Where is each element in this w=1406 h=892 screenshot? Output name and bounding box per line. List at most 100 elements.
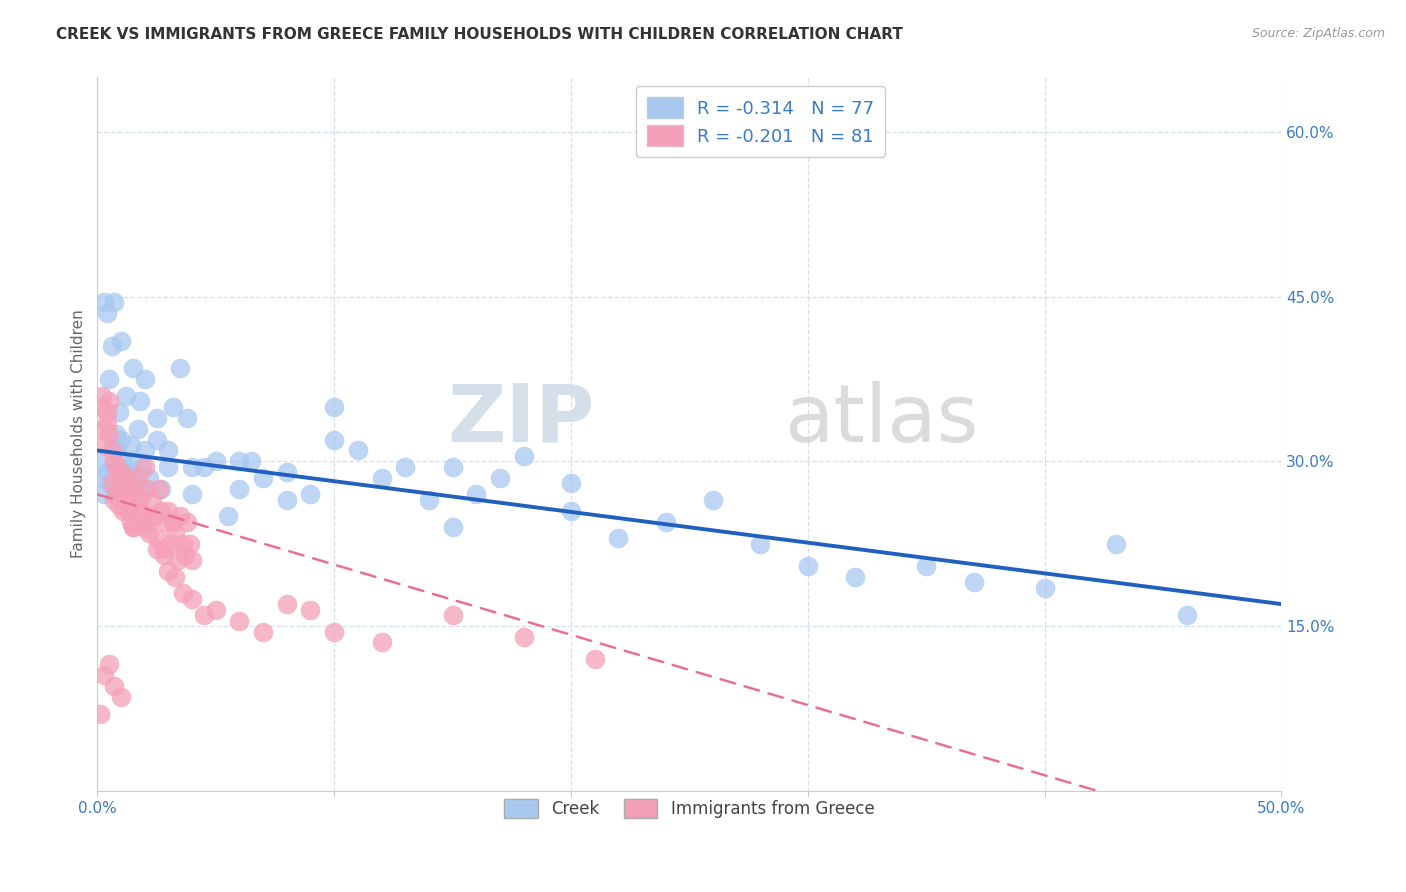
Point (152, 548, 174, 562)
Point (93, 487, 115, 501)
Point (124, 471, 146, 485)
Point (1175, 608, 1198, 623)
Point (299, 602, 322, 616)
Point (176, 515, 198, 529)
Point (96, 306, 118, 320)
Point (114, 389, 136, 403)
Point (915, 558, 938, 573)
Point (204, 454, 226, 468)
Point (157, 504, 180, 518)
Point (105, 459, 128, 474)
Point (560, 504, 582, 518)
Point (138, 515, 160, 529)
Point (89, 471, 111, 485)
Point (193, 608, 215, 623)
Point (138, 471, 160, 485)
Point (93, 421, 115, 435)
Point (181, 553, 204, 567)
Point (110, 482, 132, 496)
Point (114, 466, 136, 480)
Point (323, 400, 346, 414)
Point (512, 630, 534, 644)
Point (159, 537, 181, 551)
Point (181, 487, 204, 501)
Point (122, 454, 145, 468)
Point (169, 509, 191, 524)
Point (110, 433, 132, 447)
Point (103, 295, 125, 310)
Point (141, 492, 163, 507)
Point (145, 531, 167, 545)
Point (172, 586, 194, 600)
Point (150, 504, 173, 518)
Point (136, 482, 159, 496)
Point (299, 487, 322, 501)
Point (103, 454, 125, 468)
Point (179, 537, 201, 551)
Point (96, 405, 118, 419)
Point (93, 295, 115, 310)
Point (134, 443, 156, 458)
Point (134, 372, 156, 386)
Point (1104, 537, 1126, 551)
Point (129, 492, 152, 507)
Point (112, 504, 135, 518)
Point (370, 635, 392, 649)
Point (172, 537, 194, 551)
Point (150, 482, 173, 496)
Point (127, 471, 149, 485)
Point (89, 706, 111, 721)
Point (103, 482, 125, 496)
Text: atlas: atlas (785, 381, 979, 458)
Point (240, 454, 263, 468)
Point (124, 482, 146, 496)
Point (157, 459, 180, 474)
Text: ZIP: ZIP (447, 381, 595, 458)
Point (120, 499, 142, 513)
Point (120, 515, 142, 529)
Point (96, 466, 118, 480)
Point (93, 438, 115, 452)
Point (91, 389, 114, 403)
Point (100, 443, 122, 458)
Point (181, 459, 204, 474)
Point (98, 394, 121, 409)
Point (276, 597, 298, 611)
Point (418, 492, 440, 507)
Point (441, 608, 464, 623)
Point (134, 459, 156, 474)
Point (441, 459, 464, 474)
Point (100, 459, 122, 474)
Point (465, 487, 488, 501)
Point (93, 668, 115, 682)
Point (124, 482, 146, 496)
Point (155, 515, 177, 529)
Point (105, 427, 128, 442)
Point (105, 487, 128, 501)
Point (176, 410, 198, 425)
Point (702, 492, 724, 507)
Point (1033, 581, 1056, 595)
Y-axis label: Family Households with Children: Family Households with Children (72, 310, 86, 558)
Point (127, 492, 149, 507)
Point (157, 564, 180, 578)
Point (844, 569, 866, 583)
Point (228, 454, 250, 468)
Point (323, 433, 346, 447)
Point (394, 459, 416, 474)
Point (91, 454, 114, 468)
Point (204, 602, 226, 616)
Point (127, 421, 149, 435)
Point (143, 509, 166, 524)
Point (131, 459, 153, 474)
Point (323, 624, 346, 639)
Point (583, 652, 606, 666)
Point (749, 537, 772, 551)
Point (145, 542, 167, 557)
Point (370, 471, 392, 485)
Point (489, 471, 512, 485)
Point (165, 525, 187, 540)
Point (167, 553, 190, 567)
Point (110, 334, 132, 348)
Point (148, 482, 170, 496)
